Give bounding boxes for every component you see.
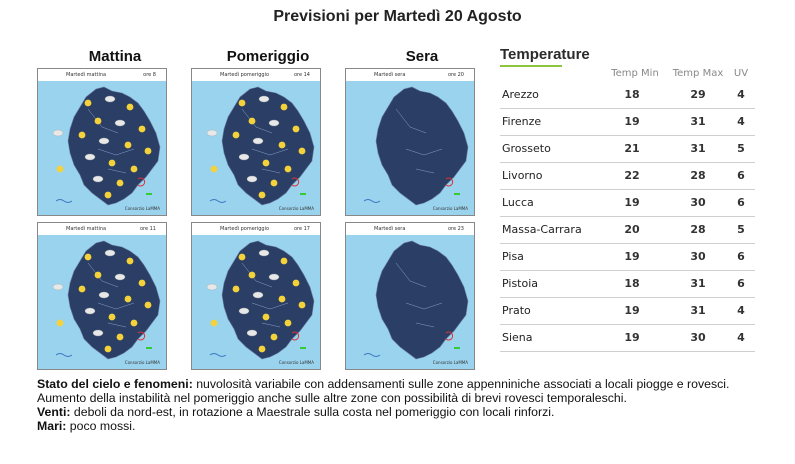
map-credit: Consorzio LaMMA (432, 206, 468, 211)
temp-min-value: 19 (624, 304, 640, 317)
temperature-row: Grosseto 21 31 5 (500, 135, 755, 163)
period-header-evening: Sera (405, 48, 439, 65)
temperature-row: Firenze 19 31 4 (500, 108, 755, 136)
city-name: Grosseto (502, 142, 551, 155)
uv-value: 6 (737, 250, 745, 263)
temp-max-value: 31 (690, 277, 706, 290)
temp-max-value: 31 (690, 304, 706, 317)
city-name: Arezzo (502, 88, 539, 101)
map-credit: Consorzio LaMMA (278, 206, 314, 211)
uv-value: 6 (737, 196, 745, 209)
forecast-map[interactable]: Martedì pomeriggio ore 17 Consorzio LaMMA (191, 222, 321, 370)
temp-min-value: 19 (624, 250, 640, 263)
uv-value: 5 (737, 223, 745, 236)
temp-min-value: 19 (624, 331, 640, 344)
temp-max-value: 31 (690, 115, 706, 128)
temp-max-value: 30 (690, 250, 706, 263)
temp-max-value: 30 (690, 196, 706, 209)
city-name: Livorno (502, 169, 543, 182)
map-label: Martedì sera (374, 72, 406, 78)
map-credit: Consorzio LaMMA (278, 360, 314, 365)
map-credit: Consorzio LaMMA (124, 206, 160, 211)
temperature-row: Pistoia 18 31 6 (500, 270, 755, 298)
temp-min-value: 18 (624, 277, 640, 290)
map-hour: ore 11 (139, 226, 156, 232)
forecast-map[interactable]: Martedì pomeriggio ore 14 Consorzio LaMMA (191, 68, 321, 216)
tuscany-map-graphic (206, 240, 315, 360)
map-label: Martedì pomeriggio (220, 226, 270, 232)
forecast-map[interactable]: Martedì mattina ore 8 Consorzio LaMMA (37, 68, 167, 216)
temp-max-value: 28 (690, 223, 706, 236)
city-name: Pistoia (502, 277, 539, 290)
forecast-description: Stato del cielo e fenomeni: nuvolosità v… (37, 377, 777, 433)
uv-value: 4 (737, 331, 745, 344)
map-hour: ore 20 (447, 72, 464, 78)
temperature-row: Livorno 22 28 6 (500, 162, 755, 190)
temperature-row: Massa-Carrara 20 28 5 (500, 216, 755, 244)
forecast-map[interactable]: Martedì mattina ore 11 Consorzio LaMMA (37, 222, 167, 370)
sea-text: poco mossi. (66, 419, 136, 433)
sky-text: nuvolosità variabile con addensamenti su… (37, 377, 730, 405)
temperature-row: Lucca 19 30 6 (500, 189, 755, 217)
temp-max-value: 28 (690, 169, 706, 182)
temperature-row: Siena 19 30 4 (500, 324, 755, 352)
uv-value: 6 (737, 169, 745, 182)
temp-min-value: 21 (624, 142, 640, 155)
forecast-map[interactable]: Martedì sera ore 23 Consorzio LaMMA (345, 222, 475, 370)
map-label: Martedì pomeriggio (220, 72, 270, 78)
tuscany-map-graphic (363, 86, 469, 206)
map-label: Martedì mattina (66, 72, 107, 78)
temp-max-value: 29 (690, 88, 706, 101)
wind-label: Venti: (37, 405, 71, 419)
temp-max-value: 31 (690, 142, 706, 155)
temp-min-value: 19 (624, 196, 640, 209)
city-name: Pisa (502, 250, 524, 263)
uv-value: 4 (737, 88, 745, 101)
city-name: Firenze (502, 115, 542, 128)
tuscany-map-graphic (52, 240, 161, 360)
map-label: Martedì mattina (66, 226, 107, 232)
uv-value: 4 (737, 304, 745, 317)
map-credit: Consorzio LaMMA (432, 360, 468, 365)
map-hour: ore 17 (293, 226, 310, 232)
map-hour: ore 23 (447, 226, 464, 232)
col-uv: UV (733, 68, 749, 79)
city-name: Siena (502, 331, 533, 344)
heading-underline (500, 65, 562, 67)
uv-value: 5 (737, 142, 745, 155)
temperature-row: Pisa 19 30 6 (500, 243, 755, 271)
period-header-morning: Mattina (88, 48, 142, 65)
map-hour: ore 8 (143, 72, 156, 78)
temp-max-value: 30 (690, 331, 706, 344)
tuscany-map-graphic (363, 240, 469, 360)
city-name: Massa-Carrara (502, 223, 582, 236)
period-header-afternoon: Pomeriggio (226, 48, 310, 65)
sea-label: Mari: (37, 419, 67, 433)
col-temp-min: Temp Min (611, 68, 659, 79)
tuscany-map-graphic (206, 86, 315, 206)
temperature-row: Prato 19 31 4 (500, 297, 755, 325)
city-name: Prato (502, 304, 531, 317)
page-title: Previsioni per Martedì 20 Agosto (273, 8, 522, 25)
temp-min-value: 20 (624, 223, 640, 236)
temp-min-value: 19 (624, 115, 640, 128)
map-label: Martedì sera (374, 226, 406, 232)
temp-min-value: 18 (624, 88, 640, 101)
uv-value: 6 (737, 277, 745, 290)
map-credit: Consorzio LaMMA (124, 360, 160, 365)
sky-label: Stato del cielo e fenomeni: (37, 377, 193, 391)
map-hour: ore 14 (293, 72, 310, 78)
forecast-map[interactable]: Martedì sera ore 20 Consorzio LaMMA (345, 68, 475, 216)
temperature-row: Arezzo 18 29 4 (500, 81, 755, 109)
col-temp-max: Temp Max (672, 68, 724, 79)
temp-min-value: 22 (624, 169, 640, 182)
tuscany-map-graphic (52, 86, 161, 206)
uv-value: 4 (737, 115, 745, 128)
wind-text: deboli da nord-est, in rotazione a Maest… (70, 405, 555, 419)
city-name: Lucca (502, 196, 534, 209)
temperature-heading: Temperature (500, 46, 590, 63)
